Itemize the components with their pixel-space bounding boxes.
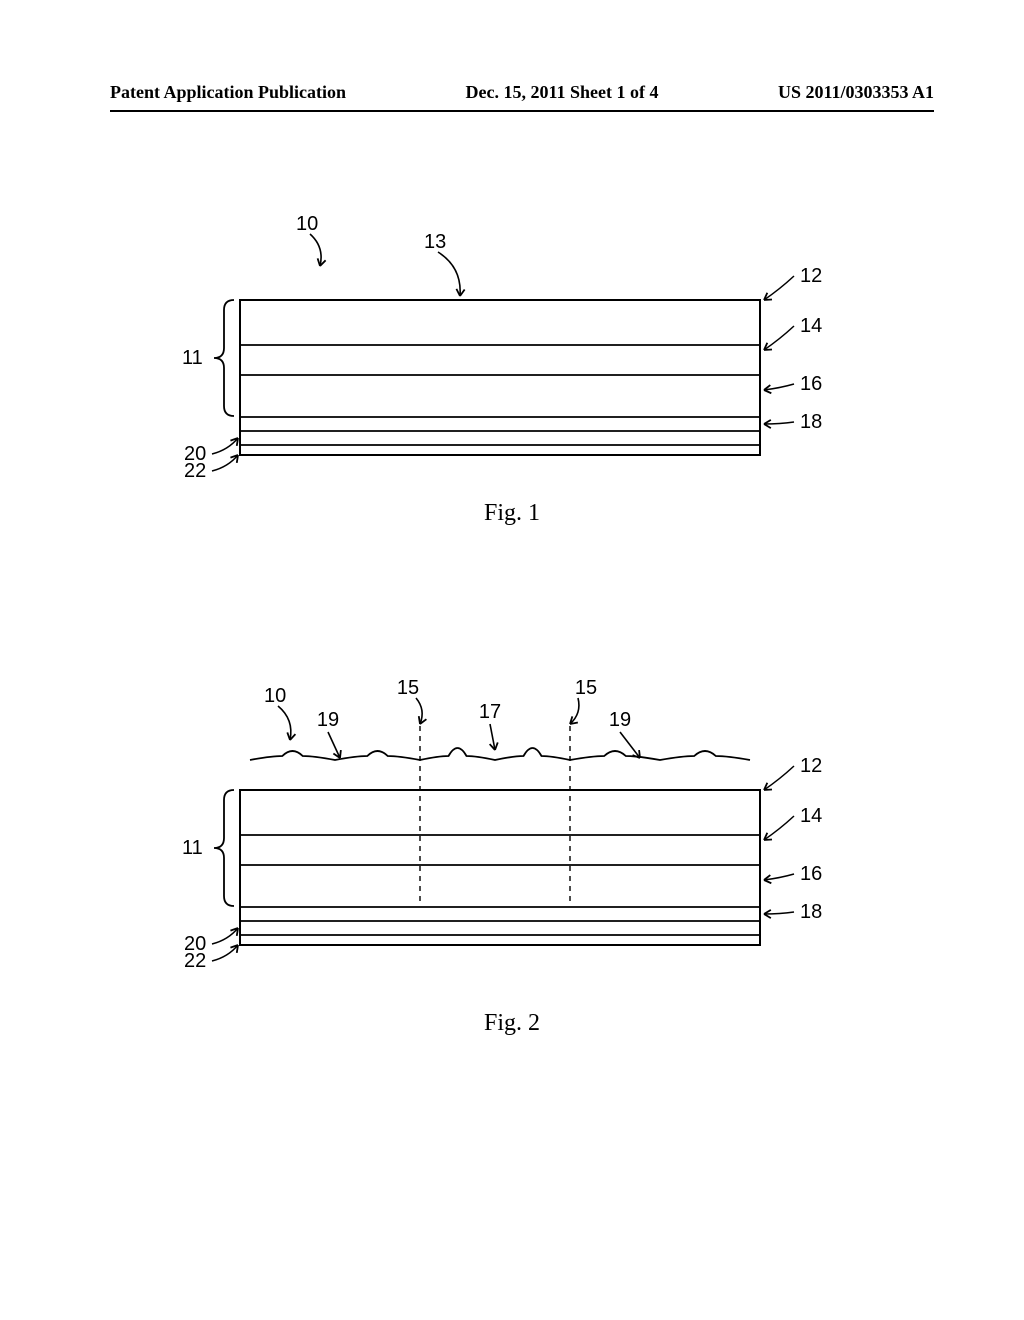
svg-text:22: 22 (184, 950, 206, 972)
svg-text:10: 10 (296, 213, 318, 235)
svg-text:11: 11 (182, 837, 203, 859)
svg-text:10: 10 (264, 685, 286, 707)
header-center: Dec. 15, 2011 Sheet 1 of 4 (466, 82, 659, 103)
svg-text:16: 16 (800, 863, 822, 885)
svg-text:11: 11 (182, 347, 203, 369)
svg-text:22: 22 (184, 460, 206, 482)
svg-text:12: 12 (800, 265, 822, 287)
figure-2-svg: 12141618202211101515171919 (0, 640, 1024, 1010)
figure-1-caption: Fig. 1 (0, 500, 1024, 527)
svg-text:16: 16 (800, 373, 822, 395)
header-left: Patent Application Publication (110, 82, 346, 103)
figure-1-svg: 121416182022111013 (0, 190, 1024, 500)
header-right: US 2011/0303353 A1 (778, 82, 934, 103)
svg-text:15: 15 (397, 677, 419, 699)
svg-text:18: 18 (800, 901, 822, 923)
svg-text:19: 19 (317, 709, 339, 731)
figure-2-caption: Fig. 2 (0, 1010, 1024, 1037)
svg-text:19: 19 (609, 709, 631, 731)
header-rule (110, 110, 934, 112)
page: Patent Application Publication Dec. 15, … (0, 0, 1024, 1320)
svg-text:12: 12 (800, 755, 822, 777)
page-header: Patent Application Publication Dec. 15, … (110, 82, 934, 103)
svg-text:18: 18 (800, 411, 822, 433)
svg-text:14: 14 (800, 805, 822, 827)
figure-2: 12141618202211101515171919 Fig. 2 (0, 640, 1024, 1100)
svg-text:15: 15 (575, 677, 597, 699)
svg-text:17: 17 (479, 701, 501, 723)
svg-text:13: 13 (424, 231, 446, 253)
figure-1: 121416182022111013 Fig. 1 (0, 190, 1024, 590)
svg-text:14: 14 (800, 315, 822, 337)
